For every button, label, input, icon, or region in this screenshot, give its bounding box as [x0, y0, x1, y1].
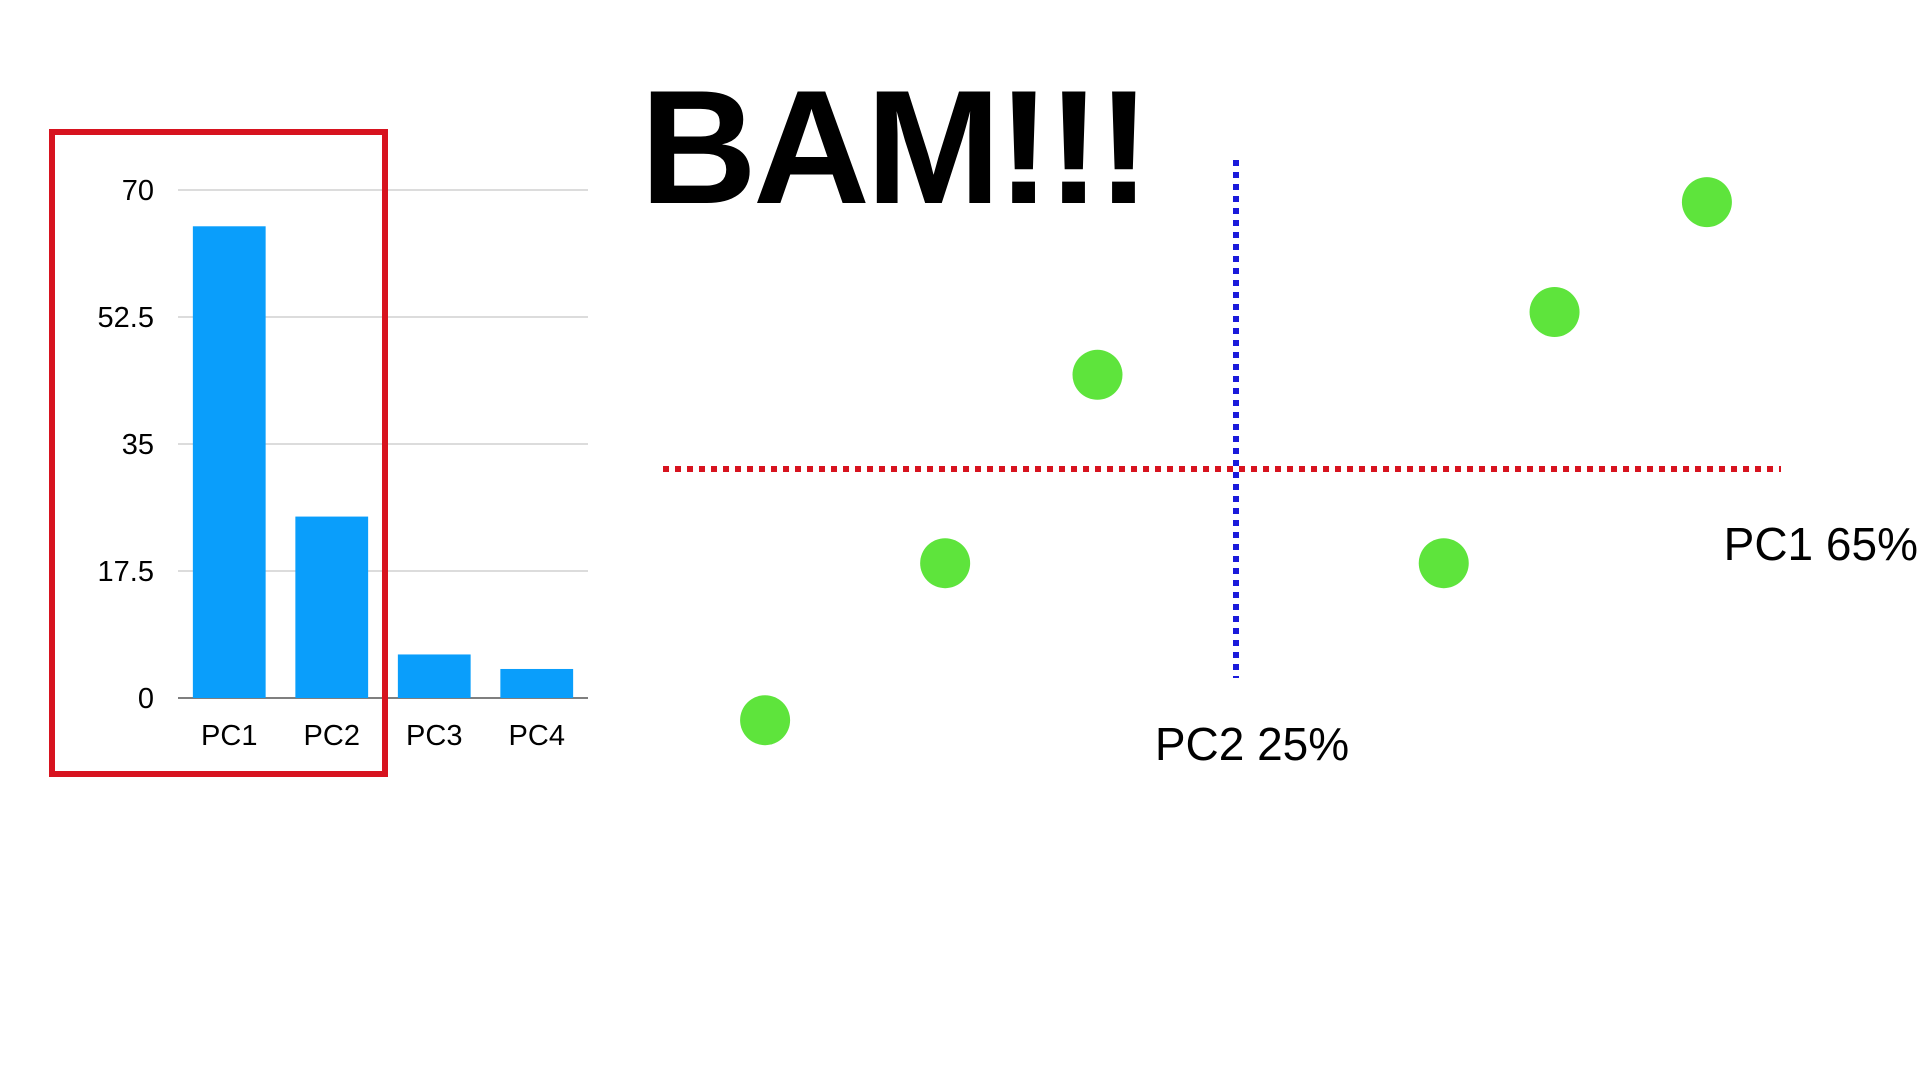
headline: BAM!!! — [640, 57, 1147, 238]
y-tick-label: 0 — [138, 683, 154, 715]
bar-pc2 — [295, 516, 369, 698]
data-point — [920, 538, 971, 589]
data-point — [1418, 538, 1469, 589]
x-tick-label: PC4 — [509, 720, 565, 752]
bar-pc3 — [397, 654, 471, 698]
x-tick-label: PC1 — [201, 720, 257, 752]
y-tick-label: 17.5 — [98, 556, 154, 588]
x-tick-label: PC3 — [406, 720, 462, 752]
data-point — [1681, 177, 1732, 228]
pca-scatter-plot: PC1 65% PC2 25% — [663, 160, 1918, 770]
highlight-box — [49, 129, 388, 777]
bar-pc1 — [192, 226, 266, 699]
scree-bar-chart: 0 17.5 35 52.5 70 PC1 PC2 PC3 PC4 — [49, 129, 588, 777]
y-tick-label: 70 — [122, 175, 154, 207]
y-axis-label: PC2 25% — [1155, 718, 1349, 770]
data-point — [1529, 287, 1580, 337]
data-point — [740, 695, 791, 746]
y-tick-label: 52.5 — [98, 302, 154, 334]
data-point — [1072, 349, 1123, 400]
bar-pc4 — [500, 668, 574, 698]
y-tick-label: 35 — [122, 429, 154, 461]
x-axis-label: PC1 65% — [1724, 518, 1918, 570]
x-tick-label: PC2 — [304, 720, 360, 752]
